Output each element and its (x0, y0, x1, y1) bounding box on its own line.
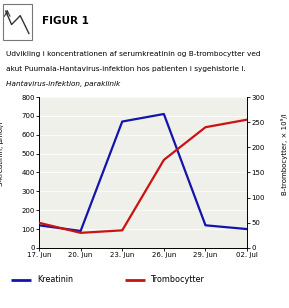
Text: Trombocytter: Trombocytter (150, 275, 204, 284)
FancyBboxPatch shape (3, 4, 32, 40)
Text: Hantavirus-infektion, paraklinik: Hantavirus-infektion, paraklinik (6, 81, 120, 87)
Text: akut Puumala-Hantavirus-infektion hos patienten i sygehistorie I.: akut Puumala-Hantavirus-infektion hos pa… (6, 66, 246, 72)
Text: FIGUR 1: FIGUR 1 (42, 16, 89, 26)
Text: S-kreatinin, μmol/l: S-kreatinin, μmol/l (0, 122, 4, 186)
Text: Udvikling i koncentrationen af serumkreatinin og B-trombocytter ved: Udvikling i koncentrationen af serumkrea… (6, 51, 260, 57)
Text: B-trombocytter, × 10⁹/l: B-trombocytter, × 10⁹/l (281, 113, 288, 195)
Text: Kreatinin: Kreatinin (37, 275, 73, 284)
